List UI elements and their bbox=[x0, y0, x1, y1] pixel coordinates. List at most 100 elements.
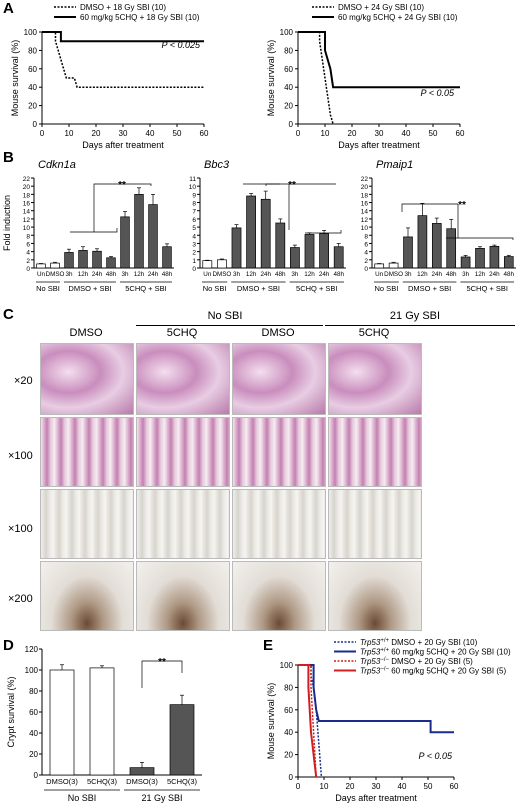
significance-bracket bbox=[446, 237, 514, 240]
category-label: 24h bbox=[489, 271, 500, 278]
bar bbox=[129, 767, 155, 776]
y-tick-label: 12 bbox=[361, 217, 369, 224]
y-tick-label: 14 bbox=[23, 209, 31, 216]
chart-title: Cdkn1a bbox=[38, 159, 76, 171]
category-label: 5CHQ(3) bbox=[167, 777, 198, 786]
micrograph-x200-5chq-21gy bbox=[328, 561, 422, 631]
micrograph-x20-dmso-21gy bbox=[232, 343, 326, 415]
legend-label-1: 60 mg/kg 5CHQ + 24 Gy SBI (10) bbox=[338, 13, 458, 22]
row-label-x100-ihc: ×100 bbox=[8, 523, 33, 535]
y-tick-label: 8 bbox=[364, 233, 368, 240]
micrograph-x100ihc-5chq-nosbi bbox=[136, 489, 230, 559]
x-tick-label: 50 bbox=[173, 129, 182, 138]
x-tick-label: 0 bbox=[40, 129, 45, 138]
category-label: 24h bbox=[148, 271, 159, 278]
x-tick-label: 40 bbox=[402, 129, 411, 138]
significance-marker: ** bbox=[288, 180, 296, 191]
y-tick-label: 100 bbox=[25, 666, 39, 675]
significance-bracket bbox=[305, 230, 342, 234]
y-tick-label: 100 bbox=[280, 661, 294, 670]
bar bbox=[106, 257, 116, 269]
y-tick-label: 4 bbox=[192, 233, 196, 240]
y-tick-label: 80 bbox=[29, 687, 38, 696]
category-label: 3h bbox=[233, 271, 241, 278]
survival-chart-trp53: 0 20 40 60 80 100 0 10 20 30 40 50 60 Days after trea… bbox=[266, 638, 511, 803]
bar bbox=[431, 223, 442, 269]
group-label: No SBI bbox=[375, 284, 399, 293]
y-tick-label: 0 bbox=[289, 120, 294, 129]
category-label: 5CHQ(3) bbox=[87, 777, 118, 786]
y-tick-label: 10 bbox=[189, 184, 197, 191]
x-tick-label: 60 bbox=[200, 129, 209, 138]
bar bbox=[304, 234, 315, 269]
y-tick-label: 20 bbox=[28, 102, 37, 111]
category-label: 48h bbox=[333, 271, 344, 278]
row-label-x200: ×200 bbox=[8, 593, 33, 605]
y-tick-label: 4 bbox=[364, 250, 368, 257]
category-label: 3h bbox=[291, 271, 299, 278]
y-tick-label: 100 bbox=[24, 28, 38, 37]
group-label: No SBI bbox=[36, 284, 60, 293]
micrograph-x200-5chq-nosbi bbox=[136, 561, 230, 631]
micrograph-x20-5chq-nosbi bbox=[136, 343, 230, 415]
legend-label-0: DMSO + 24 Gy SBI (10) bbox=[338, 3, 424, 12]
legend-label-0: DMSO + 18 Gy SBI (10) bbox=[80, 3, 166, 12]
category-label: 48h bbox=[275, 271, 286, 278]
y-tick-label: 20 bbox=[29, 750, 38, 759]
x-tick-label: 20 bbox=[348, 129, 357, 138]
y-tick-label: 80 bbox=[284, 683, 293, 692]
bar bbox=[460, 256, 471, 269]
x-tick-label: 40 bbox=[146, 129, 155, 138]
y-tick-label: 60 bbox=[284, 65, 293, 74]
x-tick-label: 60 bbox=[450, 782, 459, 791]
bar bbox=[92, 250, 102, 269]
group-label: DMSO + SBI bbox=[237, 284, 280, 293]
y-tick-label: 40 bbox=[28, 83, 37, 92]
category-label: 12h bbox=[475, 271, 486, 278]
col-label-dmso-nosbi: DMSO bbox=[69, 327, 103, 339]
group-label: 5CHQ + SBI bbox=[296, 284, 337, 293]
bar bbox=[275, 222, 286, 269]
y-tick-label: 5 bbox=[192, 225, 196, 232]
x-tick-label: 50 bbox=[424, 782, 433, 791]
x-tick-label: 40 bbox=[398, 782, 407, 791]
y-tick-label: 9 bbox=[192, 192, 196, 199]
y-tick-label: 0 bbox=[33, 120, 38, 129]
survival-line-0 bbox=[42, 31, 204, 88]
y-tick-label: 6 bbox=[26, 241, 30, 248]
group-label: 5CHQ + SBI bbox=[466, 284, 507, 293]
significance-bracket bbox=[401, 203, 458, 212]
y-tick-label: 60 bbox=[29, 708, 38, 717]
category-label: 3h bbox=[121, 271, 129, 278]
category-label: 24h bbox=[92, 271, 103, 278]
bar bbox=[489, 245, 500, 269]
micrograph-x20-5chq-21gy bbox=[328, 343, 422, 415]
bar bbox=[162, 246, 172, 269]
p-value-annotation: P < 0.025 bbox=[162, 40, 201, 50]
micrograph-x200-dmso-21gy bbox=[232, 561, 326, 631]
category-label: 48h bbox=[446, 271, 457, 278]
y-tick-label: 6 bbox=[364, 241, 368, 248]
histology-panel: No SBI 21 Gy SBI DMSO 5CHQ DMSO 5CHQ ×20… bbox=[0, 305, 520, 635]
significance-bracket bbox=[93, 183, 152, 228]
y-tick-label: 20 bbox=[284, 102, 293, 111]
micrograph-x100he-5chq-21gy bbox=[328, 417, 422, 487]
y-tick-label: 20 bbox=[361, 184, 369, 191]
category-label: 12h bbox=[134, 271, 145, 278]
bar bbox=[134, 194, 144, 269]
group-label: DMSO + SBI bbox=[68, 284, 111, 293]
y-axis-label: Mouse survival (%) bbox=[266, 683, 276, 760]
y-tick-label: 60 bbox=[284, 706, 293, 715]
y-tick-label: 22 bbox=[23, 176, 31, 183]
group-label-no-sbi: No SBI bbox=[207, 310, 243, 322]
y-tick-label: 16 bbox=[23, 201, 31, 208]
x-tick-label: 50 bbox=[429, 129, 438, 138]
y-tick-label: 16 bbox=[361, 201, 369, 208]
y-tick-label: 2 bbox=[26, 258, 30, 265]
category-label: 48h bbox=[504, 271, 515, 278]
y-tick-label: 2 bbox=[364, 258, 368, 265]
significance-marker: ** bbox=[118, 180, 126, 191]
x-tick-label: 10 bbox=[65, 129, 74, 138]
group-line-no-sbi bbox=[136, 325, 323, 326]
